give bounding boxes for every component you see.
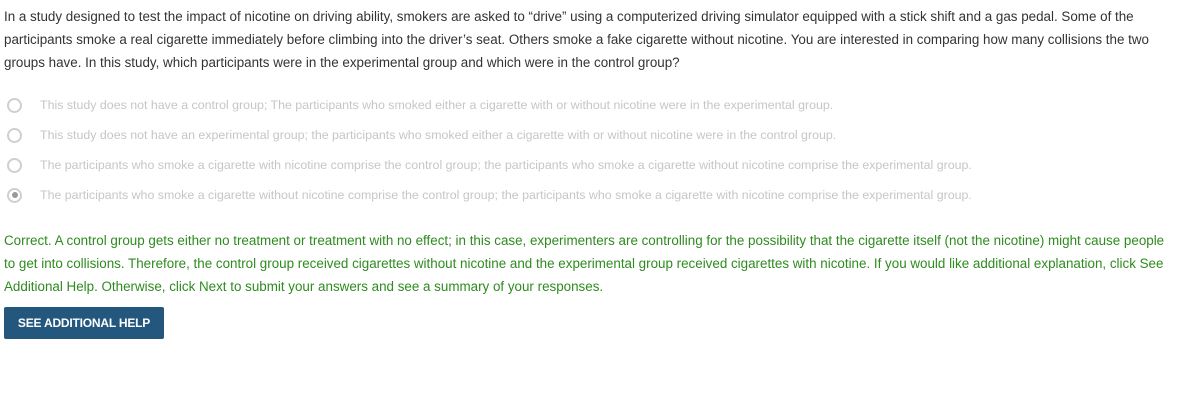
question-text: In a study designed to test the impact o…: [4, 9, 1149, 70]
radio-button[interactable]: [7, 97, 22, 113]
radio-button[interactable]: [7, 187, 22, 203]
answer-option-label: This study does not have an experimental…: [40, 128, 837, 142]
answer-option-label: The participants who smoke a cigarette w…: [40, 158, 972, 172]
answer-option[interactable]: This study does not have a control group…: [0, 90, 1191, 120]
answer-option[interactable]: This study does not have an experimental…: [0, 120, 1191, 150]
radio-button[interactable]: [7, 127, 22, 143]
answer-options: This study does not have a control group…: [0, 90, 1191, 210]
see-additional-help-button[interactable]: SEE ADDITIONAL HELP: [4, 307, 164, 339]
feedback-text: Correct. A control group gets either no …: [4, 233, 1165, 294]
answer-option[interactable]: The participants who smoke a cigarette w…: [0, 150, 1191, 180]
answer-option-label: The participants who smoke a cigarette w…: [40, 188, 972, 202]
radio-button[interactable]: [7, 157, 22, 173]
answer-option-label: This study does not have a control group…: [40, 98, 834, 112]
answer-option[interactable]: The participants who smoke a cigarette w…: [0, 180, 1191, 210]
